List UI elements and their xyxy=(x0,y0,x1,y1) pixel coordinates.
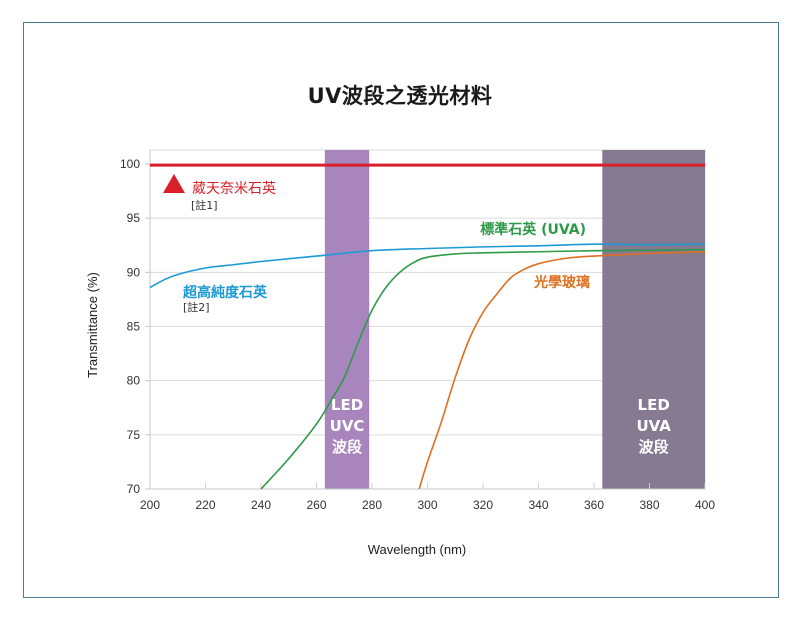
axes: 70 75 80 85 90 95 100 200 220 240 260 280 300 320 340 3… xyxy=(120,150,715,512)
note-2: [註2] xyxy=(183,301,210,314)
x-tick-label: 260 xyxy=(306,498,326,512)
x-tick-label: 280 xyxy=(362,498,382,512)
x-axis-label: Wavelength (nm) xyxy=(368,542,467,557)
band-label: LED xyxy=(638,396,670,414)
x-tick-label: 300 xyxy=(417,498,437,512)
x-tick-label: 340 xyxy=(528,498,548,512)
x-tick-label: 380 xyxy=(639,498,659,512)
band-label: UVA xyxy=(636,417,671,435)
series-optical-glass xyxy=(418,250,706,490)
band-uva xyxy=(602,150,705,489)
x-tick-label: 320 xyxy=(473,498,493,512)
band-label: UVC xyxy=(330,417,365,435)
y-tick-label: 100 xyxy=(120,157,140,171)
x-tick-label: 400 xyxy=(695,498,715,512)
y-tick-label: 85 xyxy=(127,320,141,334)
band-uvc xyxy=(324,150,370,489)
label-standard-quartz: 標準石英 (UVA) xyxy=(480,221,586,238)
y-tick-label: 90 xyxy=(127,265,141,279)
x-tick-label: 200 xyxy=(140,498,160,512)
y-tick-label: 95 xyxy=(127,211,141,225)
chart-frame xyxy=(23,22,779,598)
chart-title: UV波段之透光材料 xyxy=(307,84,493,108)
x-tick-label: 220 xyxy=(195,498,215,512)
band-label: 波段 xyxy=(639,438,669,456)
x-tick-label: 360 xyxy=(584,498,604,512)
label-nano-quartz: 葳天奈米石英 xyxy=(192,180,276,197)
band-label: LED xyxy=(331,396,363,414)
x-tick-label: 240 xyxy=(251,498,271,512)
series-lines xyxy=(149,163,706,490)
label-optical-glass: 光學玻璃 xyxy=(533,274,590,291)
label-high-purity-quartz: 超高純度石英 xyxy=(182,284,268,301)
y-tick-label: 75 xyxy=(127,428,141,442)
y-tick-label: 70 xyxy=(127,482,141,496)
series-standard-quartz xyxy=(260,248,706,490)
wavelength-bands: LED UVC 波段 LED UVA 波段 xyxy=(324,150,705,489)
note-1: [註1] xyxy=(191,199,218,212)
triangle-marker-icon xyxy=(163,174,185,193)
y-axis-label: Transmittance (%) xyxy=(85,272,100,378)
band-label: 波段 xyxy=(332,438,362,456)
series-labels: 葳天奈米石英 [註1] 超高純度石英[註2] 標準石英 (UVA) 光學玻璃 xyxy=(163,174,590,314)
y-tick-label: 80 xyxy=(127,374,141,388)
series-high-purity-quartz xyxy=(149,243,706,289)
